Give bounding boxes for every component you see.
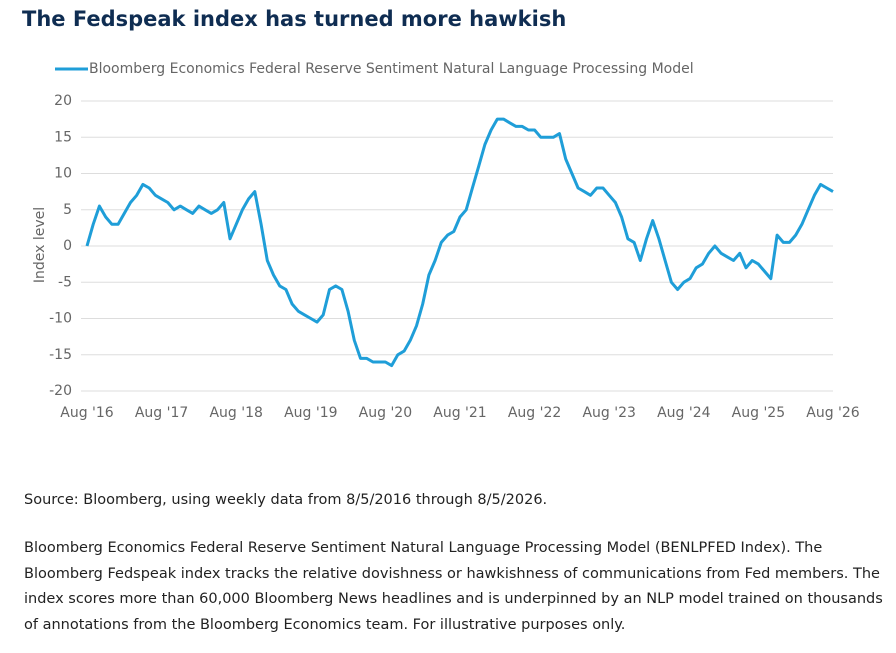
x-tick-label: Aug '26 <box>806 405 860 421</box>
chart: The Fedspeak index has turned more hawki… <box>22 7 860 421</box>
x-tick-label: Aug '24 <box>657 405 711 421</box>
source-note: Source: Bloomberg, using weekly data fro… <box>24 492 548 508</box>
y-tick-label: 10 <box>54 166 72 182</box>
y-tick-label: -20 <box>49 383 72 399</box>
y-tick-label: -10 <box>49 311 72 327</box>
x-tick-label: Aug '25 <box>732 405 785 421</box>
x-tick-label: Aug '23 <box>582 405 635 421</box>
data-line <box>85 117 834 368</box>
y-tick-label: 20 <box>54 93 72 109</box>
y-tick-label: -5 <box>58 274 72 290</box>
y-tick-label: 0 <box>63 238 72 254</box>
y-axis-label: Index level <box>32 207 48 283</box>
y-tick-label: 15 <box>54 129 72 145</box>
chart-title: The Fedspeak index has turned more hawki… <box>22 7 566 31</box>
x-tick-label: Aug '22 <box>508 405 561 421</box>
legend-label: Bloomberg Economics Federal Reserve Sent… <box>89 61 694 77</box>
x-tick-label: Aug '18 <box>209 405 262 421</box>
x-tick-label: Aug '19 <box>284 405 337 421</box>
y-tick-label: 5 <box>63 202 72 218</box>
x-tick-label: Aug '16 <box>60 405 114 421</box>
x-tick-label: Aug '17 <box>135 405 188 421</box>
x-tick-label: Aug '21 <box>433 405 486 421</box>
x-tick-label: Aug '20 <box>359 405 412 421</box>
y-tick-label: -15 <box>49 347 72 363</box>
description: Bloomberg Economics Federal Reserve Sent… <box>24 540 883 633</box>
